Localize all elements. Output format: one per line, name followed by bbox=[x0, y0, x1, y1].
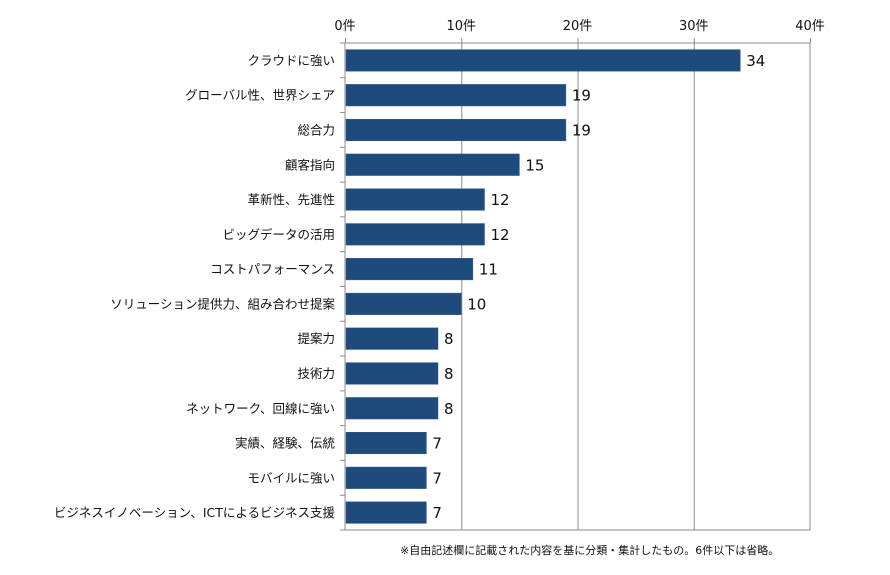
bar bbox=[345, 153, 520, 176]
value-label: 8 bbox=[444, 400, 454, 418]
category-label: コストパフォーマンス bbox=[210, 262, 335, 277]
category-label: クラウドに強い bbox=[247, 53, 335, 68]
bar bbox=[345, 501, 427, 524]
value-label: 11 bbox=[479, 261, 498, 279]
category-label: グローバル性、世界シェア bbox=[185, 88, 335, 103]
value-label: 8 bbox=[444, 330, 454, 348]
bar bbox=[345, 258, 474, 281]
bars bbox=[345, 49, 741, 524]
value-label: 8 bbox=[444, 365, 454, 383]
category-label: 技術力 bbox=[297, 366, 335, 381]
value-label: 19 bbox=[572, 87, 591, 105]
category-label: モバイルに強い bbox=[247, 470, 335, 485]
category-label: ネットワーク、回線に強い bbox=[186, 401, 335, 416]
bar bbox=[345, 118, 567, 141]
value-label: 7 bbox=[432, 435, 442, 453]
bar bbox=[345, 327, 439, 350]
plot-frame bbox=[344, 42, 811, 531]
bar bbox=[345, 466, 427, 489]
x-tick-label: 30件 bbox=[679, 19, 709, 34]
x-tick-label: 10件 bbox=[446, 19, 476, 34]
x-axis-ticks: 0件 10件 20件 30件 40件 bbox=[334, 19, 825, 43]
category-label: ビジネスイノベーション、ICTによるビジネス支援 bbox=[54, 505, 336, 520]
value-label: 34 bbox=[746, 52, 765, 70]
bar bbox=[345, 188, 485, 211]
category-label: 革新性、先進性 bbox=[247, 192, 335, 207]
value-label: 12 bbox=[491, 191, 510, 209]
footnote: ※自由記述欄に記載された内容を基に分類・集計したもの。6件以下は省略。 bbox=[400, 544, 780, 557]
bar bbox=[345, 223, 485, 246]
category-label: 提案力 bbox=[297, 331, 335, 346]
gridlines bbox=[461, 43, 695, 530]
bar bbox=[345, 49, 741, 72]
bar bbox=[345, 292, 462, 315]
category-label: 総合力 bbox=[297, 122, 335, 137]
category-label: 実績、経験、伝統 bbox=[235, 436, 335, 451]
category-label: ソリューション提供力、組み合わせ提案 bbox=[110, 296, 335, 311]
category-label: 顧客指向 bbox=[285, 157, 335, 172]
bar bbox=[345, 432, 427, 455]
value-label: 7 bbox=[432, 504, 442, 522]
x-tick-label: 0件 bbox=[334, 19, 355, 34]
y-axis-categories: クラウドに強いグローバル性、世界シェア総合力顧客指向革新性、先進性ビッグデータの… bbox=[54, 42, 345, 531]
bar bbox=[345, 84, 567, 107]
value-label: 10 bbox=[467, 295, 486, 313]
value-label: 15 bbox=[525, 156, 544, 174]
x-tick-label: 40件 bbox=[795, 19, 825, 34]
value-label: 19 bbox=[572, 121, 591, 139]
bar bbox=[345, 362, 439, 385]
value-label: 7 bbox=[432, 469, 442, 487]
x-tick-label: 20件 bbox=[563, 19, 593, 34]
category-label: ビッグデータの活用 bbox=[222, 227, 335, 242]
value-label: 12 bbox=[491, 226, 510, 244]
bar bbox=[345, 397, 439, 420]
